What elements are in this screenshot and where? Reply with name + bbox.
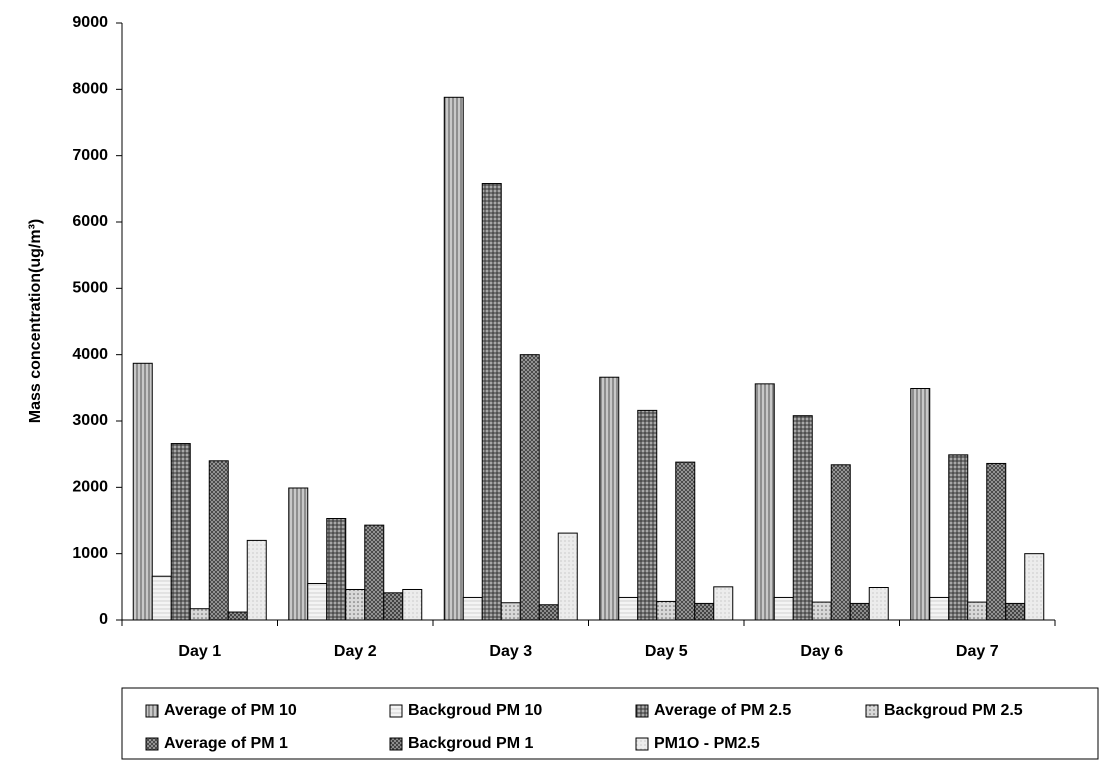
y-tick-label: 9000 [72, 14, 108, 31]
x-tick-label: Day 3 [489, 643, 532, 660]
y-tick-label: 7000 [72, 147, 108, 164]
legend-label: Backgroud PM 2.5 [884, 702, 1023, 719]
x-tick-label: Day 1 [178, 643, 221, 660]
legend-label: Backgroud PM 10 [408, 702, 542, 719]
legend-label: Average of PM 1 [164, 735, 288, 752]
bar [326, 518, 347, 621]
bar [868, 586, 889, 621]
y-tick-label: 3000 [72, 412, 108, 429]
bar [557, 532, 578, 621]
bar [811, 601, 832, 621]
bar [773, 596, 794, 621]
legend-swatch [145, 737, 159, 751]
legend-label: Average of PM 2.5 [654, 702, 791, 719]
bar [713, 586, 734, 621]
bar [383, 592, 404, 621]
x-tick-label: Day 6 [800, 643, 843, 660]
bar [792, 415, 813, 621]
y-tick-label: 8000 [72, 81, 108, 98]
bar [967, 601, 988, 621]
bar [986, 462, 1007, 621]
bar [656, 600, 677, 621]
y-tick-label: 0 [99, 611, 108, 628]
legend-swatch [865, 704, 879, 718]
bar [307, 583, 328, 621]
legend-box [121, 687, 1099, 760]
y-tick-label: 5000 [72, 280, 108, 297]
y-axis-label: Mass concentration(ug/m³) [27, 219, 44, 423]
bar [345, 588, 366, 621]
bar [1024, 553, 1045, 621]
bar [694, 602, 715, 621]
bar [288, 487, 309, 621]
bar [830, 464, 851, 621]
x-tick-label: Day 7 [956, 643, 999, 660]
bar [618, 596, 639, 621]
x-tick-label: Day 5 [645, 643, 688, 660]
y-tick-label: 6000 [72, 213, 108, 230]
bar [246, 539, 267, 621]
bar [910, 387, 931, 621]
bar [754, 383, 775, 621]
bar [462, 596, 483, 621]
legend-swatch [389, 737, 403, 751]
bar [538, 604, 559, 621]
bar [675, 461, 696, 621]
bar [481, 183, 502, 621]
bar [500, 602, 521, 621]
bar [1005, 602, 1026, 621]
bar [151, 575, 172, 621]
bar [170, 443, 191, 621]
bar [929, 596, 950, 621]
legend-label: Average of PM 10 [164, 702, 297, 719]
bar [637, 409, 658, 621]
y-tick-label: 4000 [72, 346, 108, 363]
bar [948, 454, 969, 621]
x-tick-label: Day 2 [334, 643, 377, 660]
y-tick-label: 1000 [72, 545, 108, 562]
legend-swatch [389, 704, 403, 718]
bar [227, 611, 248, 621]
bar [364, 524, 385, 621]
bar [402, 588, 423, 621]
legend-label: PM1O - PM2.5 [654, 735, 760, 752]
bar [208, 460, 229, 621]
bar [443, 96, 464, 621]
bar [519, 354, 540, 621]
y-tick-label: 2000 [72, 479, 108, 496]
legend-swatch [145, 704, 159, 718]
bar [189, 608, 210, 621]
bar [599, 376, 620, 621]
legend-label: Backgroud PM 1 [408, 735, 533, 752]
legend-swatch [635, 704, 649, 718]
bar [849, 602, 870, 621]
legend-swatch [635, 737, 649, 751]
bar [132, 362, 153, 621]
